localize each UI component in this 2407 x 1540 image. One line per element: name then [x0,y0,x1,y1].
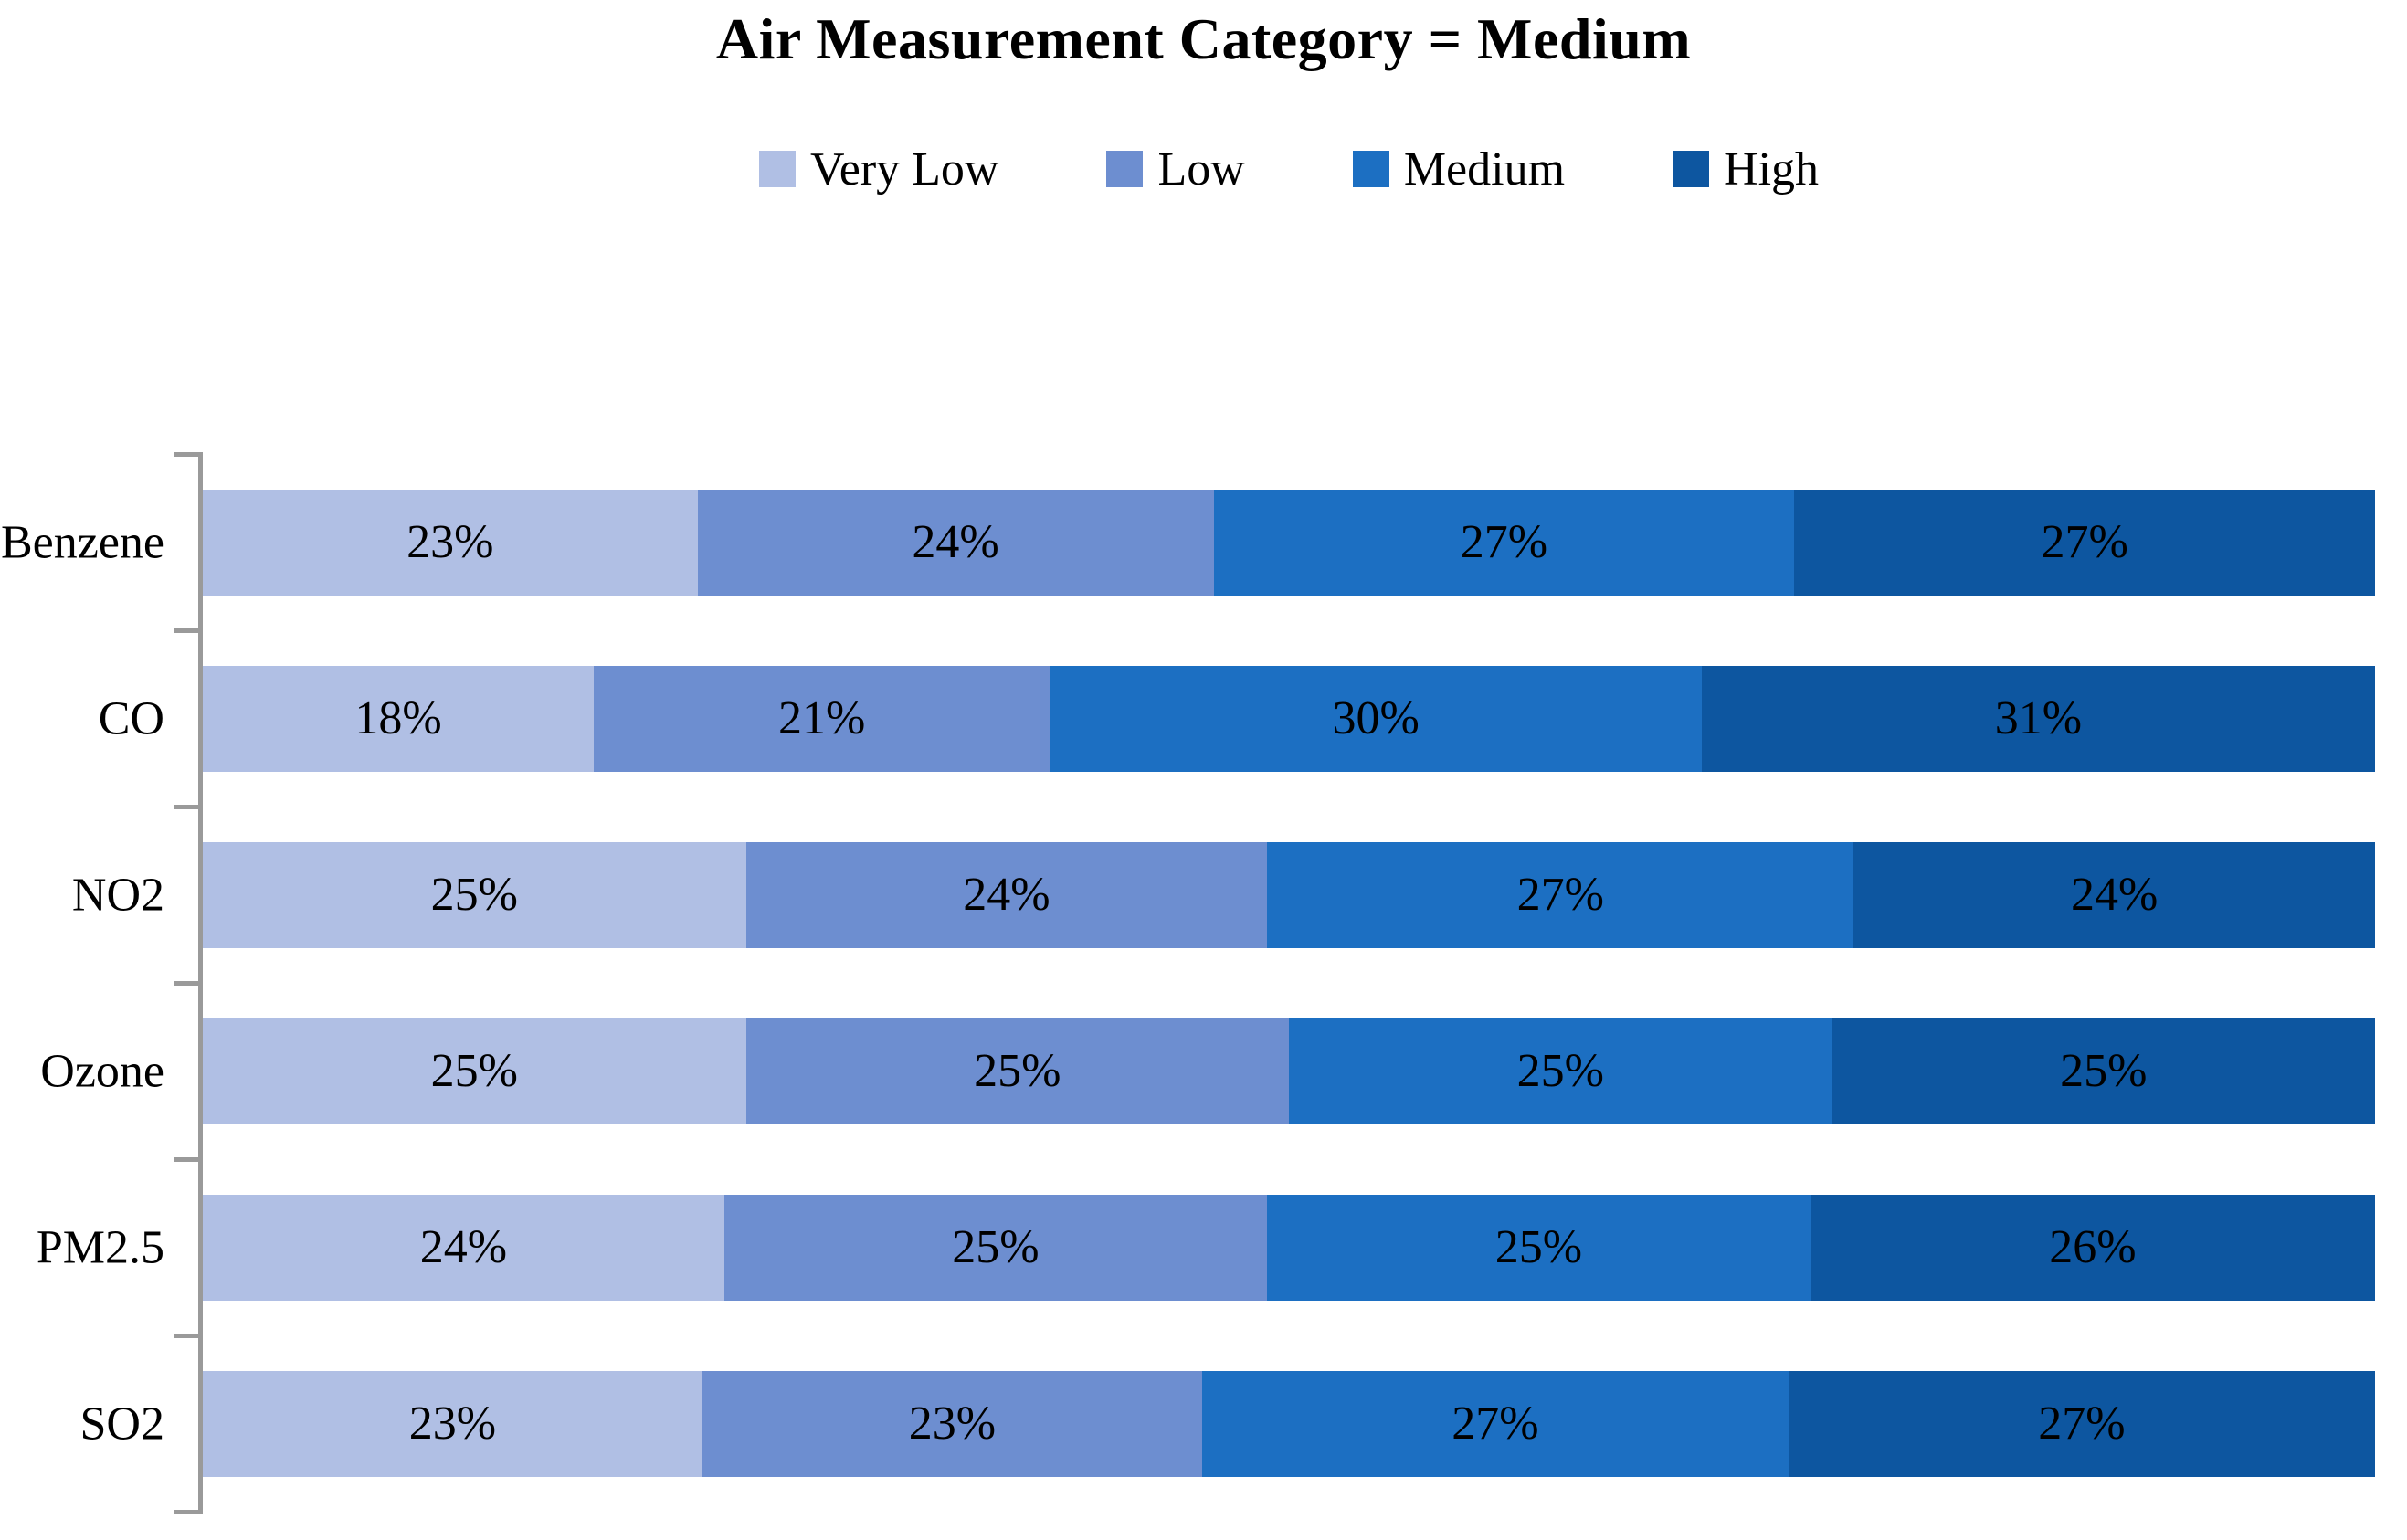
bar-segment-pm2-5-high: 26% [1810,1194,2375,1301]
data-label: 27% [2041,516,2128,568]
bar-segment-so2-high: 27% [1788,1370,2375,1477]
data-label: 25% [1494,1221,1583,1273]
bar-segment-benzene-very-low: 23% [203,489,698,596]
data-label: 25% [430,869,518,921]
data-label: 24% [419,1221,508,1273]
y-axis-label-benzene: Benzene [0,516,164,568]
legend-label-low: Low [1157,142,1245,195]
legend-swatch-medium-icon [1352,151,1389,187]
bar-row-pm2-5: PM2.5 24% 25% 25% 26% [37,1159,2375,1335]
bar-segment-pm2-5-very-low: 24% [203,1194,724,1301]
bar-segment-no2-high: 24% [1853,841,2375,948]
legend-swatch-low-icon [1106,151,1144,187]
bar-row-co: CO 18% 21% 30% 31% [99,630,2375,807]
bar-segment-benzene-high: 27% [1794,489,2375,596]
data-label: 30% [1332,692,1420,744]
data-label: 24% [2070,869,2159,921]
legend: Very Low Low Medium High [203,137,2375,201]
legend-item-medium: Medium [1352,142,1566,196]
axis-tick [174,1334,198,1338]
bar-segment-so2-very-low: 23% [203,1370,702,1477]
legend-swatch-very-low-icon [758,151,796,187]
bar-segment-pm2-5-medium: 25% [1267,1194,1811,1301]
data-label: 27% [2038,1398,2126,1450]
axis-tick [174,1510,198,1514]
legend-item-high: High [1673,142,1819,196]
data-label: 23% [406,516,494,568]
bar-segment-benzene-low: 24% [697,489,1214,596]
data-label: 23% [408,1398,497,1450]
bar-segment-no2-low: 24% [745,841,1268,948]
y-axis-label-co: CO [98,692,164,744]
data-label: 25% [952,1221,1040,1273]
data-label: 25% [1516,1045,1604,1097]
y-axis-label-pm2-5: PM2.5 [36,1221,164,1273]
chart-title: Air Measurement Category = Medium [715,6,1692,71]
legend-label-medium: Medium [1403,142,1566,195]
data-label: 26% [2049,1221,2137,1273]
y-axis-label-so2: SO2 [79,1398,164,1450]
legend-label-very-low: Very Low [809,142,999,195]
bar-row-ozone: Ozone 25% 25% 25% 25% [40,983,2375,1159]
bar-segment-no2-medium: 27% [1267,841,1854,948]
bar-segment-ozone-low: 25% [745,1018,1289,1124]
bar-row-so2: SO2 23% 23% 27% 27% [80,1335,2375,1512]
axis-tick [174,628,198,633]
legend-swatch-high-icon [1673,151,1710,187]
y-axis-line [198,452,203,1514]
bar-segment-so2-low: 23% [702,1370,1202,1477]
axis-tick [174,452,198,457]
data-label: 18% [354,692,442,744]
axis-tick [174,805,198,809]
data-label: 21% [778,692,866,744]
data-label: 27% [1452,1398,1539,1450]
legend-item-very-low: Very Low [758,142,999,196]
stacked-bar-benzene: 23% 24% 27% 27% [203,489,2375,596]
bar-segment-so2-medium: 27% [1201,1370,1789,1477]
data-label: 24% [963,869,1050,921]
stacked-bar-no2: 25% 24% 27% 24% [203,841,2375,948]
data-label: 27% [1460,516,1548,568]
stacked-bar-pm2-5: 24% 25% 25% 26% [203,1194,2375,1301]
bar-rows: Benzene 23% 24% 27% 27% CO 18% 21% 30% 31% NO2 25% 2… [1,454,2375,1512]
bar-segment-ozone-high: 25% [1832,1018,2375,1124]
bar-segment-ozone-medium: 25% [1289,1018,1832,1124]
legend-item-low: Low [1106,142,1245,196]
y-axis-label-ozone: Ozone [40,1045,164,1097]
stacked-bar-so2: 23% 23% 27% 27% [203,1370,2375,1477]
data-label: 31% [1994,692,2083,744]
legend-label-high: High [1724,142,1820,195]
bar-segment-benzene-medium: 27% [1213,489,1795,596]
bar-segment-pm2-5-low: 25% [723,1194,1268,1301]
bar-row-no2: NO2 25% 24% 27% 24% [72,807,2375,983]
bar-segment-ozone-very-low: 25% [203,1018,746,1124]
bar-segment-co-medium: 30% [1050,665,1702,772]
stacked-bar-co: 18% 21% 30% 31% [203,665,2375,772]
data-label: 24% [912,516,999,568]
plot-area: Benzene 23% 24% 27% 27% CO 18% 21% 30% 31% NO2 25% 2… [1,452,2375,1514]
axis-tick [174,981,198,986]
bar-segment-co-high: 31% [1701,665,2375,772]
data-label: 27% [1516,869,1604,921]
bar-row-benzene: Benzene 23% 24% 27% 27% [1,454,2375,630]
axis-tick [174,1157,198,1162]
data-label: 25% [2060,1045,2148,1097]
stacked-bar-ozone: 25% 25% 25% 25% [203,1018,2375,1124]
bar-segment-co-low: 21% [594,665,1050,772]
y-axis-label-no2: NO2 [71,869,164,921]
data-label: 23% [908,1398,997,1450]
bar-segment-no2-very-low: 25% [203,841,746,948]
data-label: 25% [430,1045,518,1097]
data-label: 25% [974,1045,1061,1097]
bar-segment-co-very-low: 18% [203,665,595,772]
